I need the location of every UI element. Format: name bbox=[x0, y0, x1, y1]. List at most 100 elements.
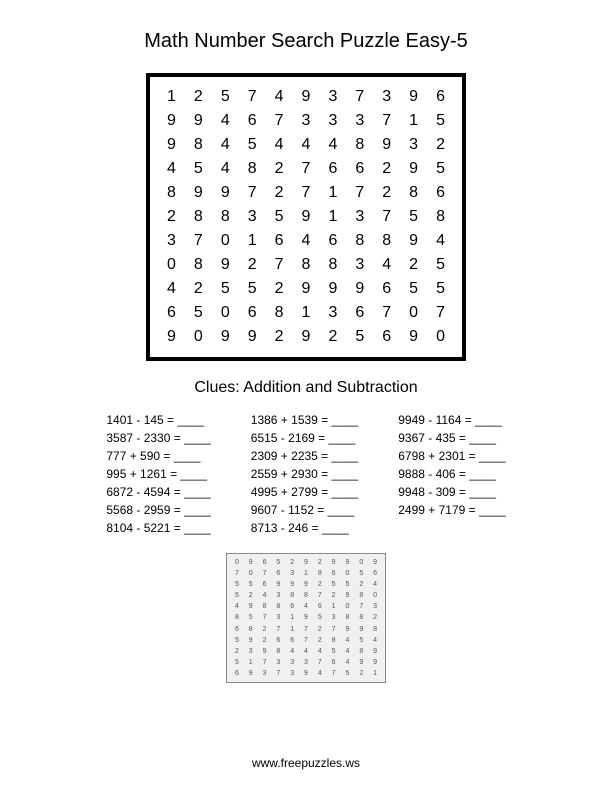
clue-item: 5568 - 2959 = ____ bbox=[106, 501, 210, 519]
grid-cell: 6 bbox=[239, 109, 266, 133]
answer-key-cell: 4 bbox=[313, 646, 327, 657]
answer-key-cell: 3 bbox=[271, 657, 285, 668]
answer-key-cell: 4 bbox=[299, 601, 313, 612]
answer-key-cell: 9 bbox=[299, 668, 313, 679]
grid-cell: 9 bbox=[158, 325, 185, 349]
grid-cell: 1 bbox=[158, 85, 185, 109]
answer-key-cell: 9 bbox=[368, 557, 382, 568]
answer-key-cell: 7 bbox=[299, 624, 313, 635]
answer-key-cell: 5 bbox=[230, 657, 244, 668]
grid-cell: 5 bbox=[427, 253, 454, 277]
grid-cell: 2 bbox=[158, 205, 185, 229]
answer-key-cell: 8 bbox=[313, 568, 327, 579]
grid-cell: 7 bbox=[373, 301, 400, 325]
answer-key-cell: 8 bbox=[258, 601, 272, 612]
answer-key-cell: 7 bbox=[354, 601, 368, 612]
answer-key-cell: 4 bbox=[341, 646, 355, 657]
answer-key-cell: 7 bbox=[230, 568, 244, 579]
grid-cell: 7 bbox=[239, 85, 266, 109]
grid-cell: 7 bbox=[346, 85, 373, 109]
number-grid: 1257493739699467333715984544489324548276… bbox=[158, 85, 454, 349]
grid-cell: 6 bbox=[346, 301, 373, 325]
answer-key-cell: 5 bbox=[244, 579, 258, 590]
grid-cell: 5 bbox=[212, 85, 239, 109]
grid-cell: 9 bbox=[293, 325, 320, 349]
grid-cell: 3 bbox=[293, 109, 320, 133]
answer-key-cell: 8 bbox=[327, 635, 341, 646]
grid-cell: 5 bbox=[427, 157, 454, 181]
answer-key-cell: 1 bbox=[368, 668, 382, 679]
grid-cell: 9 bbox=[400, 157, 427, 181]
grid-cell: 9 bbox=[212, 181, 239, 205]
grid-cell: 4 bbox=[373, 253, 400, 277]
grid-cell: 5 bbox=[212, 277, 239, 301]
answer-key-cell: 7 bbox=[327, 624, 341, 635]
grid-cell: 3 bbox=[346, 109, 373, 133]
grid-cell: 6 bbox=[239, 301, 266, 325]
answer-key-cell: 7 bbox=[327, 668, 341, 679]
answer-key-cell: 2 bbox=[230, 646, 244, 657]
answer-key-cell: 4 bbox=[368, 579, 382, 590]
answer-key-cell: 2 bbox=[285, 557, 299, 568]
grid-cell: 4 bbox=[212, 133, 239, 157]
grid-cell: 4 bbox=[293, 229, 320, 253]
answer-key-cell: 2 bbox=[244, 590, 258, 601]
grid-cell: 7 bbox=[293, 157, 320, 181]
answer-key-cell: 6 bbox=[368, 568, 382, 579]
answer-key-cell: 3 bbox=[244, 646, 258, 657]
answer-key-cell: 5 bbox=[341, 579, 355, 590]
answer-key-cell: 2 bbox=[313, 579, 327, 590]
grid-cell: 3 bbox=[239, 205, 266, 229]
grid-cell: 3 bbox=[346, 253, 373, 277]
answer-key-cell: 7 bbox=[258, 568, 272, 579]
grid-cell: 7 bbox=[266, 109, 293, 133]
answer-key-cell: 4 bbox=[341, 635, 355, 646]
answer-key-cell: 9 bbox=[244, 668, 258, 679]
grid-cell: 0 bbox=[185, 325, 212, 349]
clue-item: 9948 - 309 = ____ bbox=[398, 483, 505, 501]
grid-cell: 4 bbox=[158, 277, 185, 301]
answer-key-cell: 5 bbox=[230, 579, 244, 590]
grid-cell: 7 bbox=[266, 253, 293, 277]
grid-cell: 9 bbox=[293, 205, 320, 229]
answer-key-cell: 9 bbox=[327, 557, 341, 568]
grid-cell: 7 bbox=[373, 109, 400, 133]
grid-cell: 2 bbox=[266, 325, 293, 349]
grid-cell: 7 bbox=[239, 181, 266, 205]
clue-column-1: 1401 - 145 = ____3587 - 2330 = ____777 +… bbox=[106, 411, 210, 537]
answer-key-cell: 8 bbox=[354, 590, 368, 601]
grid-cell: 2 bbox=[239, 253, 266, 277]
grid-cell: 8 bbox=[427, 205, 454, 229]
grid-cell: 2 bbox=[185, 85, 212, 109]
grid-cell: 4 bbox=[266, 133, 293, 157]
answer-key-cell: 7 bbox=[258, 612, 272, 623]
clues-title: Clues: Addition and Subtraction bbox=[0, 361, 612, 411]
clue-item: 6798 + 2301 = ____ bbox=[398, 447, 505, 465]
grid-cell: 3 bbox=[400, 133, 427, 157]
answer-key-cell: 8 bbox=[299, 590, 313, 601]
grid-cell: 0 bbox=[212, 301, 239, 325]
grid-cell: 2 bbox=[319, 325, 346, 349]
answer-key-cell: 5 bbox=[354, 635, 368, 646]
answer-key-cell: 5 bbox=[327, 646, 341, 657]
answer-key-cell: 0 bbox=[244, 568, 258, 579]
answer-key-cell: 1 bbox=[285, 624, 299, 635]
grid-cell: 9 bbox=[346, 277, 373, 301]
answer-key-cell: 9 bbox=[368, 657, 382, 668]
answer-key-cell: 8 bbox=[285, 590, 299, 601]
grid-cell: 7 bbox=[293, 181, 320, 205]
answer-key-cell: 0 bbox=[341, 568, 355, 579]
clues-columns: 1401 - 145 = ____3587 - 2330 = ____777 +… bbox=[0, 411, 612, 537]
answer-key-cell: 6 bbox=[327, 568, 341, 579]
grid-cell: 5 bbox=[266, 205, 293, 229]
answer-key-cell: 3 bbox=[368, 601, 382, 612]
answer-key-cell: 9 bbox=[341, 624, 355, 635]
grid-cell: 9 bbox=[158, 109, 185, 133]
answer-key-cell: 6 bbox=[230, 668, 244, 679]
grid-cell: 5 bbox=[346, 325, 373, 349]
grid-cell: 2 bbox=[266, 277, 293, 301]
answer-key-cell: 9 bbox=[354, 624, 368, 635]
clue-item: 1386 + 1539 = ____ bbox=[251, 411, 358, 429]
grid-cell: 7 bbox=[373, 205, 400, 229]
clue-item: 2559 + 2930 = ____ bbox=[251, 465, 358, 483]
